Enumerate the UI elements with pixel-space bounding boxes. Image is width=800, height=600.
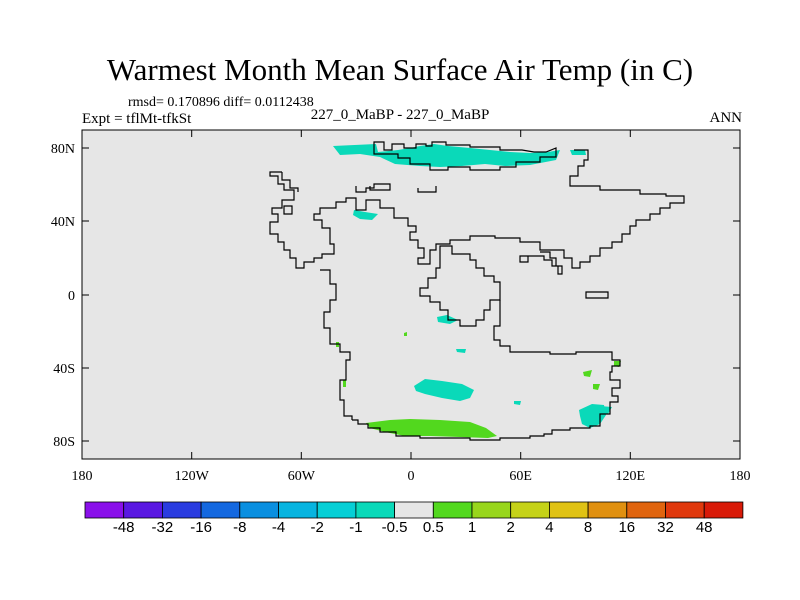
x-tick-label: 120W bbox=[175, 469, 210, 484]
y-tick-label: 40N bbox=[51, 215, 75, 230]
colorbar-label: 16 bbox=[618, 519, 635, 536]
colorbar-box bbox=[355, 501, 395, 519]
y-tick-labels: 80N 40N 0 40S 80S bbox=[51, 142, 75, 450]
season-label: ANN bbox=[709, 110, 743, 126]
y-tick-label: 0 bbox=[68, 289, 75, 304]
y-tick-label: 80S bbox=[53, 435, 75, 450]
colorbar-label: 32 bbox=[657, 519, 674, 536]
colorbar-box bbox=[703, 501, 744, 519]
colorbar-box bbox=[432, 501, 473, 519]
colorbar-box bbox=[510, 501, 550, 519]
colorbar-label: 1 bbox=[468, 519, 476, 536]
x-tick-label: 60E bbox=[509, 469, 532, 484]
x-tick-labels: 180 120W 60W 0 60E 120E 180 bbox=[72, 469, 751, 484]
colorbar-label: 4 bbox=[545, 519, 553, 536]
colorbar-label: -8 bbox=[233, 519, 246, 536]
colorbar-box bbox=[471, 501, 512, 519]
colorbar-labels: -48 -32 -16 -8 -4 -2 -1 -0.5 0.5 1 2 4 8 16 32 48 bbox=[113, 519, 713, 536]
map-background bbox=[81, 129, 741, 460]
colorbar-label: -1 bbox=[349, 519, 362, 536]
colorbar-box bbox=[626, 501, 666, 519]
colorbar-box bbox=[200, 501, 241, 519]
plot-title: Warmest Month Mean Surface Air Temp (in … bbox=[106, 52, 694, 87]
x-tick-label: 180 bbox=[72, 469, 93, 484]
colorbar-label: -4 bbox=[272, 519, 285, 536]
colorbar-label: -16 bbox=[190, 519, 212, 536]
colorbar-box bbox=[84, 501, 125, 519]
colorbar-box bbox=[123, 501, 163, 519]
colorbar-label: -32 bbox=[152, 519, 174, 536]
colorbar-box bbox=[665, 501, 705, 519]
x-tick-label: 60W bbox=[288, 469, 316, 484]
colorbar-box bbox=[316, 501, 357, 519]
experiment-label: Expt = tflMt-tfkSt bbox=[82, 111, 192, 127]
y-tick-label: 40S bbox=[53, 362, 75, 377]
colorbar-label: 0.5 bbox=[423, 519, 444, 536]
x-tick-label: 120E bbox=[616, 469, 646, 484]
colorbar-label: -2 bbox=[311, 519, 324, 536]
axis-ticks bbox=[81, 130, 741, 459]
colorbar-box bbox=[161, 501, 202, 519]
x-tick-label: 180 bbox=[730, 469, 751, 484]
y-tick-label: 80N bbox=[51, 142, 75, 157]
colorbar-label: 48 bbox=[696, 519, 713, 536]
comparison-label: 227_0_MaBP - 227_0_MaBP bbox=[310, 107, 490, 123]
colorbar-box bbox=[278, 501, 318, 519]
colorbar-box bbox=[394, 501, 434, 519]
stats-label: rmsd= 0.170896 diff= 0.0112438 bbox=[128, 95, 314, 110]
anomaly-patches-warm bbox=[336, 332, 621, 438]
colorbar-label: 8 bbox=[584, 519, 592, 536]
colorbar-label: -48 bbox=[113, 519, 135, 536]
coastlines bbox=[269, 141, 685, 441]
colorbar-box bbox=[587, 501, 628, 519]
colorbar-box bbox=[239, 501, 279, 519]
colorbar-box bbox=[549, 501, 589, 519]
x-tick-label: 0 bbox=[408, 469, 415, 484]
colorbar bbox=[84, 501, 744, 519]
colorbar-label: 2 bbox=[507, 519, 515, 536]
colorbar-label: -0.5 bbox=[382, 519, 408, 536]
